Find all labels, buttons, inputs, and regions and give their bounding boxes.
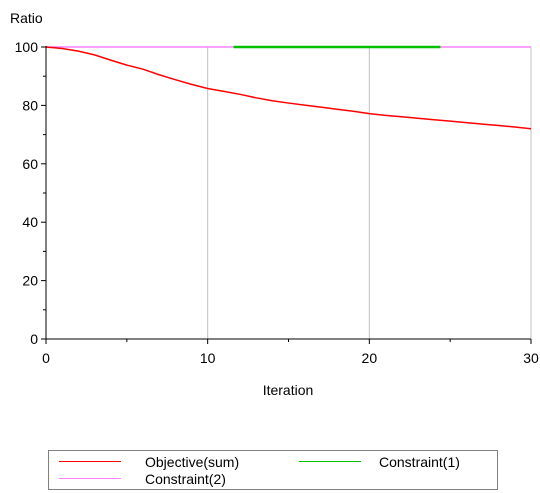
grid-lines xyxy=(207,47,532,339)
x-axis-label: Iteration xyxy=(263,382,314,398)
legend-label-constraint-1: Constraint(1) xyxy=(379,454,460,470)
legend: Objective(sum) Constraint(1) Constraint(… xyxy=(48,450,498,490)
legend-label-objective: Objective(sum) xyxy=(145,454,240,470)
x-tick-label: 0 xyxy=(42,350,50,366)
legend-label-constraint-2: Constraint(2) xyxy=(145,471,226,487)
axes: 0 20 40 60 80 100 0 10 20 30 xyxy=(15,39,539,366)
x-tick-label: 20 xyxy=(362,350,378,366)
y-tick-label: 60 xyxy=(22,156,38,172)
legend-swatch-constraint-2 xyxy=(59,478,121,479)
y-tick-label: 80 xyxy=(22,97,38,113)
series-line-0 xyxy=(45,46,532,130)
series-layer xyxy=(45,45,532,130)
x-tick-label: 30 xyxy=(523,350,539,366)
legend-swatch-constraint-1 xyxy=(299,461,361,462)
y-tick-label: 40 xyxy=(22,214,38,230)
x-tick-label: 10 xyxy=(200,350,216,366)
chart: Ratio 0 20 40 60 80 100 0 10 20 30 Iteration xyxy=(10,10,539,398)
y-axis-label: Ratio xyxy=(10,10,43,26)
y-tick-label: 20 xyxy=(22,273,38,289)
legend-swatch-objective xyxy=(59,461,121,462)
y-tick-label: 100 xyxy=(15,39,39,55)
y-tick-label: 0 xyxy=(30,331,38,347)
